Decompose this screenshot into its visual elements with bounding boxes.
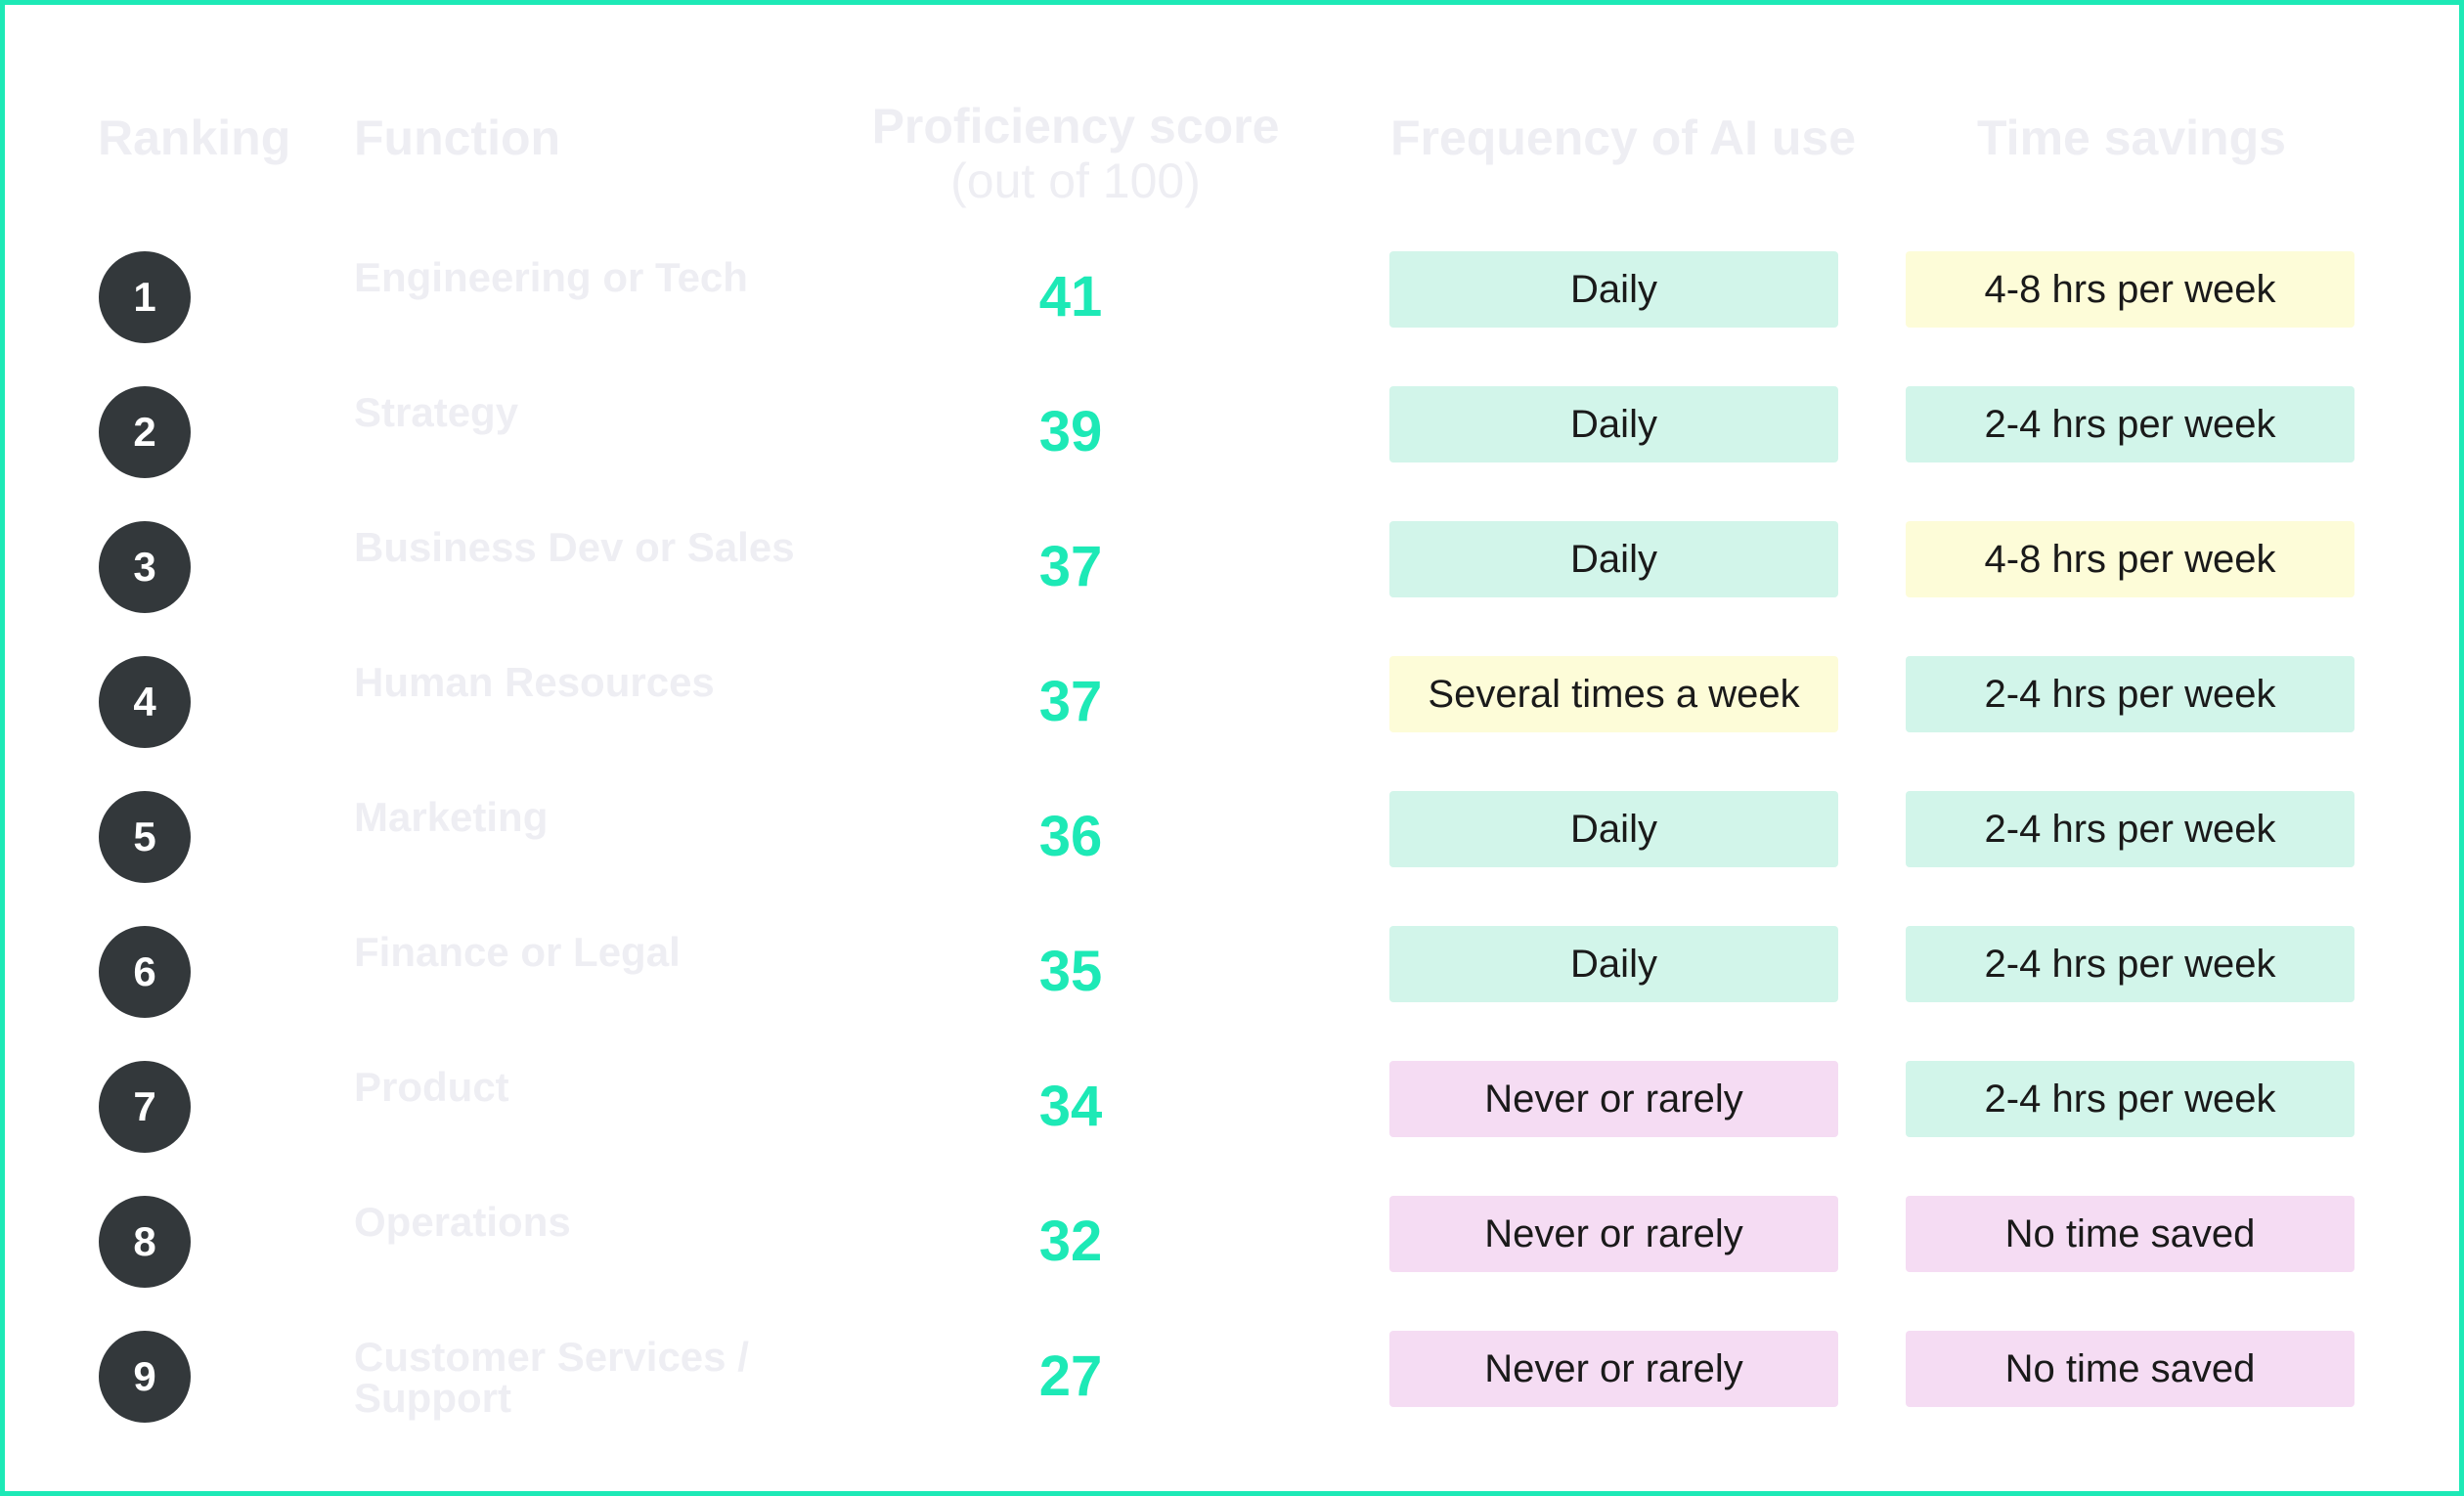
- function-label: Customer Services / Support: [354, 1334, 749, 1421]
- function-label: Engineering or Tech: [354, 254, 748, 300]
- frequency-pill: Daily: [1389, 791, 1838, 867]
- table-row: 7 Product 34 Never or rarely 2-4 hrs per wee…: [5, 1061, 2459, 1194]
- header-proficiency: Proficiency score (out of 100): [865, 99, 1286, 208]
- frequency-pill: Daily: [1389, 521, 1838, 597]
- function-label: Business Dev or Sales: [354, 524, 795, 570]
- proficiency-score: 41: [1038, 265, 1103, 329]
- frequency-pill: Daily: [1389, 386, 1838, 462]
- proficiency-score: 37: [1038, 670, 1103, 733]
- table-row: 2 Strategy 39 Daily 2-4 hrs per week: [5, 386, 2459, 519]
- proficiency-score: 34: [1038, 1075, 1103, 1138]
- header-proficiency-subtitle: (out of 100): [950, 154, 1201, 208]
- frequency-pill: Never or rarely: [1389, 1331, 1838, 1407]
- table-row: 4 Human Resources 37 Several times a week 2-…: [5, 656, 2459, 789]
- proficiency-score: 36: [1038, 805, 1103, 868]
- table-row: 9 Customer Services / Support 27 Never or r…: [5, 1331, 2459, 1464]
- table-row: 1 Engineering or Tech 41 Daily 4-8 hrs per w…: [5, 251, 2459, 384]
- proficiency-score: 27: [1038, 1344, 1103, 1408]
- frequency-pill: Daily: [1389, 251, 1838, 328]
- table-row: 8 Operations 32 Never or rarely No time save…: [5, 1196, 2459, 1329]
- function-label: Operations: [354, 1199, 571, 1245]
- time-savings-pill: 4-8 hrs per week: [1906, 521, 2354, 597]
- frequency-pill: Daily: [1389, 926, 1838, 1002]
- time-savings-pill: 2-4 hrs per week: [1906, 1061, 2354, 1137]
- function-label: Finance or Legal: [354, 929, 681, 975]
- time-savings-pill: 2-4 hrs per week: [1906, 386, 2354, 462]
- rank-badge: 5: [99, 791, 191, 883]
- frequency-pill: Never or rarely: [1389, 1061, 1838, 1137]
- function-label: Product: [354, 1064, 509, 1110]
- table-row: 3 Business Dev or Sales 37 Daily 4-8 hrs per…: [5, 521, 2459, 654]
- frequency-pill: Never or rarely: [1389, 1196, 1838, 1272]
- time-savings-pill: No time saved: [1906, 1196, 2354, 1272]
- rank-badge: 6: [99, 926, 191, 1018]
- function-label: Human Resources: [354, 659, 715, 705]
- header-function: Function: [354, 110, 561, 165]
- proficiency-score: 39: [1038, 400, 1103, 463]
- frequency-pill: Several times a week: [1389, 656, 1838, 732]
- header-time-savings: Time savings: [1977, 110, 2286, 165]
- rank-badge: 2: [99, 386, 191, 478]
- header-proficiency-title: Proficiency score: [871, 99, 1280, 154]
- rank-badge: 7: [99, 1061, 191, 1153]
- proficiency-score: 32: [1038, 1210, 1103, 1273]
- proficiency-score: 35: [1038, 940, 1103, 1003]
- proficiency-score: 37: [1038, 535, 1103, 598]
- time-savings-pill: No time saved: [1906, 1331, 2354, 1407]
- table-row: 5 Marketing 36 Daily 2-4 hrs per week: [5, 791, 2459, 924]
- function-label: Strategy: [354, 389, 519, 435]
- header-ranking: Ranking: [98, 110, 291, 165]
- table-header: Ranking Function Proficiency score (out …: [5, 5, 2459, 230]
- table-row: 6 Finance or Legal 35 Daily 2-4 hrs per week: [5, 926, 2459, 1059]
- rank-badge: 3: [99, 521, 191, 613]
- time-savings-pill: 2-4 hrs per week: [1906, 926, 2354, 1002]
- function-label: Marketing: [354, 794, 549, 840]
- time-savings-pill: 2-4 hrs per week: [1906, 656, 2354, 732]
- time-savings-pill: 4-8 hrs per week: [1906, 251, 2354, 328]
- header-frequency: Frequency of AI use: [1390, 110, 1857, 165]
- rank-badge: 4: [99, 656, 191, 748]
- rank-badge: 9: [99, 1331, 191, 1423]
- rank-badge: 1: [99, 251, 191, 343]
- time-savings-pill: 2-4 hrs per week: [1906, 791, 2354, 867]
- rank-badge: 8: [99, 1196, 191, 1288]
